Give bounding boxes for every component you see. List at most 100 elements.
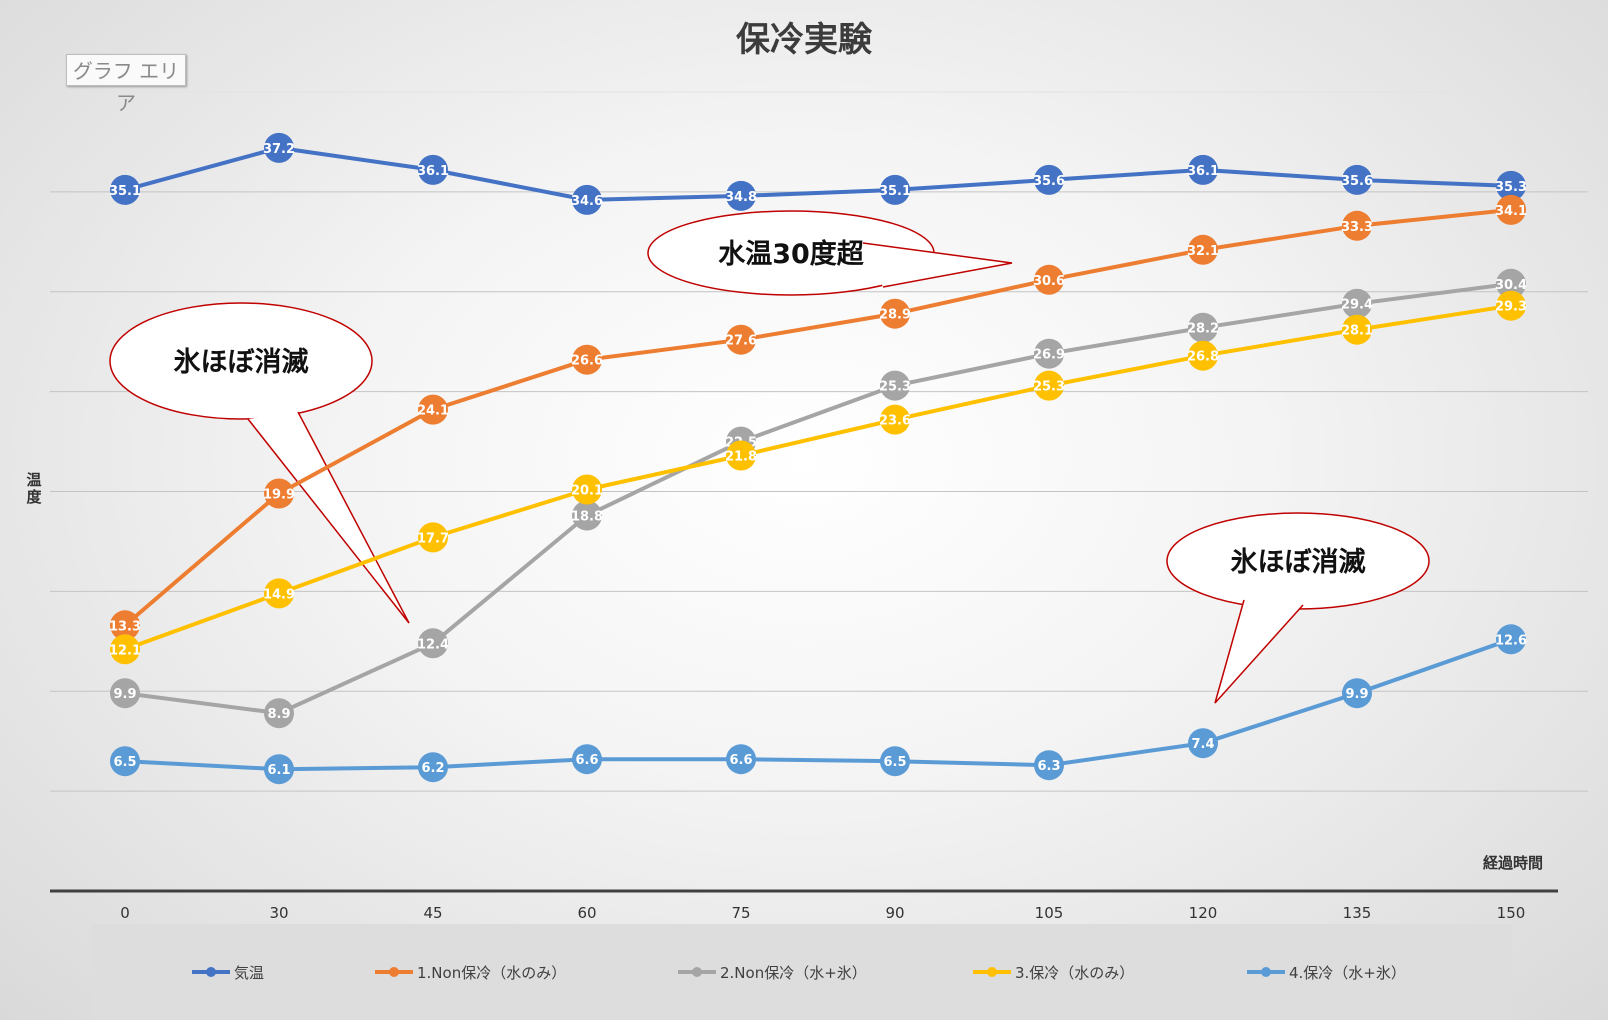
legend: 気温 1.Non保冷（水のみ） 2.Non保冷（水+氷） 3.保冷（水のみ） 4.保冷（… [92,924,1512,1020]
data-label: 35.6 [1341,174,1373,189]
legend-swatch [973,967,1011,977]
data-label: 30.6 [1033,274,1065,289]
data-point [418,522,448,553]
data-label: 20.1 [571,484,603,499]
data-point [264,698,294,729]
data-label: 36.1 [417,164,449,179]
legend-label: 2.Non保冷（水+氷） [720,963,867,982]
data-point [1342,314,1372,345]
data-label: 26.8 [1187,350,1219,365]
data-point [880,298,910,329]
data-point [572,184,602,215]
x-tick-label: 150 [1497,904,1526,922]
data-point [110,174,140,205]
legend-label: 1.Non保冷（水のみ） [417,963,567,982]
x-tick-label: 75 [731,904,750,922]
legend-item: 1.Non保冷（水のみ） [375,962,566,982]
data-label: 34.1 [1495,204,1527,219]
data-label: 6.5 [113,755,136,770]
data-point [726,744,756,775]
data-label: 27.6 [725,334,757,349]
data-label: 6.3 [1037,759,1060,774]
data-label: 25.3 [879,380,911,395]
data-point [1188,340,1218,371]
data-point [1342,164,1372,195]
data-point [264,754,294,785]
series-4: 12.1 14.9 17.7 20.1 21.8 23.6 25.3 26.8 28.1 29.3 [109,290,1527,665]
callout-tail [862,242,1013,288]
data-point [880,404,910,435]
data-label: 8.9 [267,707,290,722]
data-label: 12.4 [417,637,449,652]
data-point [1034,370,1064,401]
data-label: 34.6 [571,194,603,209]
x-axis-label: 経過時間 [1483,854,1543,872]
legend-label: 4.保冷（水+氷） [1289,963,1406,982]
data-label: 29.4 [1341,298,1373,313]
data-point [1188,154,1218,185]
legend-swatch [678,967,716,977]
legend-swatch [1247,967,1285,977]
data-point [418,154,448,185]
data-label: 13.3 [109,619,141,634]
legend-label: 3.保冷（水のみ） [1015,963,1135,982]
data-label: 12.1 [109,643,141,658]
data-label: 25.3 [1033,380,1065,395]
data-label: 7.4 [1191,737,1214,752]
data-label: 28.2 [1187,322,1219,337]
series-line [124,637,1512,772]
data-point [1342,210,1372,241]
data-label: 9.9 [113,687,136,702]
data-point [880,746,910,777]
data-point [880,174,910,205]
data-point [1496,624,1526,655]
data-point [880,370,910,401]
legend-item: 気温 [192,962,264,982]
callout-bubble [109,302,373,420]
x-tick-label: 120 [1189,904,1218,922]
callout-text: 氷ほぼ消滅 [1231,547,1366,578]
series-line [124,281,1512,716]
data-point [726,440,756,471]
x-tick-label: 60 [577,904,596,922]
data-label: 12.6 [1495,633,1527,648]
data-point [726,324,756,355]
data-point [1188,728,1218,759]
data-point [1342,288,1372,319]
callout: 氷ほぼ消滅 [109,302,410,624]
series-line [123,207,1512,627]
series-line [124,145,1512,202]
data-point [1496,290,1526,321]
data-label: 6.6 [729,753,752,768]
data-point [418,752,448,783]
callout-tail-fill [248,412,409,623]
data-point [1034,164,1064,195]
data-label: 34.8 [725,190,757,205]
legend-swatch [192,967,230,977]
data-label: 6.5 [883,755,906,770]
x-tick-label: 30 [269,904,288,922]
data-label: 35.1 [879,184,911,199]
data-label: 29.3 [1495,300,1527,315]
legend-swatch [375,967,413,977]
data-label: 6.1 [267,763,290,778]
data-label: 33.3 [1341,220,1373,235]
data-label: 30.4 [1495,278,1527,293]
data-label: 37.2 [263,142,295,157]
data-label: 18.8 [571,510,603,525]
data-point [1496,194,1526,225]
data-point [572,474,602,505]
x-tick-label: 105 [1035,904,1064,922]
chart-title: 保冷実験 [736,20,873,60]
data-label: 6.6 [575,753,598,768]
x-tick-labels: 0 30 45 60 75 90 105 120 135 150 [120,904,1525,922]
data-point [110,610,140,641]
data-label: 17.7 [417,531,449,546]
data-label: 32.1 [1187,244,1219,259]
data-label: 23.6 [879,414,911,429]
callout: 氷ほぼ消滅 [1166,512,1430,704]
data-point [726,180,756,211]
callout-text: 氷ほぼ消滅 [174,347,309,378]
data-point [418,628,448,659]
